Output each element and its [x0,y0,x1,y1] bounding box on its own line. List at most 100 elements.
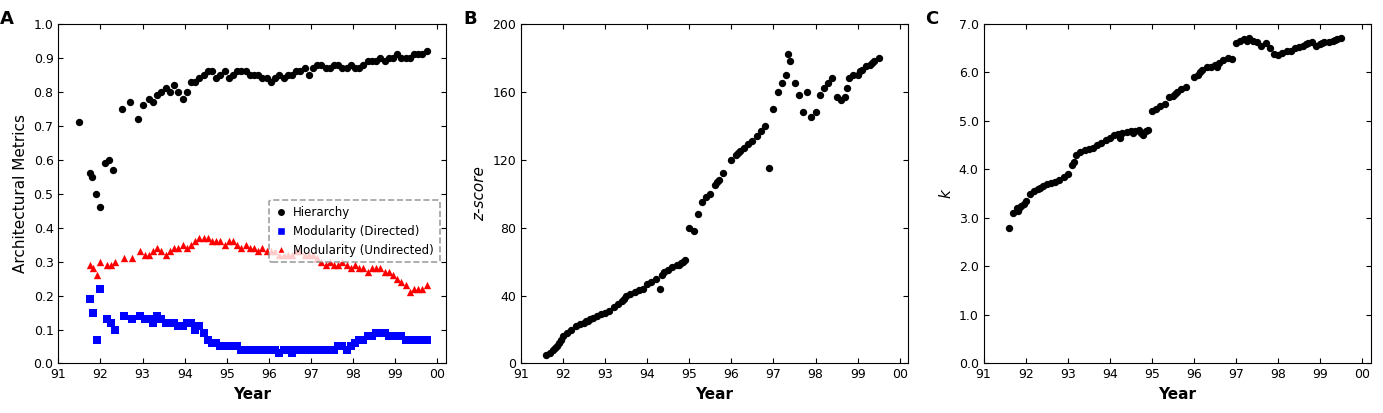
Point [369,55,391,61]
Y-axis label: Architectural Metrics: Architectural Metrics [12,114,28,273]
Point [822,75,844,81]
Point [332,343,354,350]
Point [1112,130,1134,136]
Point [79,262,101,268]
Point [1318,38,1340,45]
Point [692,199,714,205]
Point [700,190,722,197]
Point [628,287,650,294]
Point [535,352,557,358]
Point [1259,45,1281,51]
Point [272,347,295,353]
Point [813,85,835,92]
Point [188,75,210,81]
Point [1134,127,1156,134]
Point [111,105,133,112]
Point [1271,50,1293,56]
Point [1007,207,1029,214]
Legend: Hierarchy, Modularity (Directed), Modularity (Undirected): Hierarchy, Modularity (Directed), Modula… [270,200,440,263]
Point [293,252,315,258]
Point [328,61,350,68]
Point [1052,173,1075,180]
Point [86,272,108,278]
Point [754,122,776,129]
Point [188,323,210,330]
Point [649,285,671,292]
Point [171,95,194,102]
Point [310,258,332,265]
Point [1108,131,1130,138]
Point [231,347,253,353]
Point [390,279,412,285]
Point [243,347,266,353]
Point [1187,71,1209,78]
Point [1090,140,1112,146]
Point [620,290,642,297]
Point [349,265,371,272]
Point [1205,62,1227,69]
Point [382,55,404,61]
Point [235,241,257,248]
Point [674,256,696,263]
Point [120,316,142,323]
Point [171,323,194,330]
Point [180,78,202,85]
Point [1301,39,1324,45]
Point [301,347,324,353]
Point [297,252,319,258]
Point [142,99,165,105]
Point [336,65,358,71]
Point [192,330,214,336]
Point [297,71,319,78]
Point [542,347,564,353]
Point [231,68,253,75]
Point [318,65,340,71]
Point [1057,171,1079,178]
Point [1195,64,1217,71]
Point [1311,40,1333,47]
Point [653,268,675,275]
Point [248,347,270,353]
Point [1082,144,1104,151]
Point [1116,128,1138,135]
Point [726,150,748,156]
Point [243,244,266,251]
Point [1149,103,1171,109]
Point [1040,180,1062,186]
Point [1044,178,1066,185]
Point [277,71,299,78]
Point [862,59,884,66]
Point [340,61,362,68]
Point [591,311,613,318]
Point [1267,52,1289,59]
Point [167,88,189,95]
Point [636,280,658,287]
Point [386,333,408,339]
Point [138,252,160,258]
Point [357,333,379,339]
Point [678,224,700,231]
Point [1137,126,1159,133]
Point [332,65,354,71]
Point [402,337,425,343]
Point [281,350,303,356]
Point [411,285,433,292]
Point [1086,142,1108,148]
Point [324,347,346,353]
Point [1094,137,1116,144]
Point [539,350,561,356]
Point [750,128,772,134]
Point [603,304,625,311]
Point [281,71,303,78]
Point [209,238,231,244]
Point [411,51,433,58]
Point [867,55,889,61]
Point [82,309,104,316]
Point [1145,105,1167,112]
Point [285,248,307,255]
Point [188,235,210,241]
Point [838,75,860,81]
Point [805,109,827,116]
Point [349,337,371,343]
Point [100,262,122,268]
